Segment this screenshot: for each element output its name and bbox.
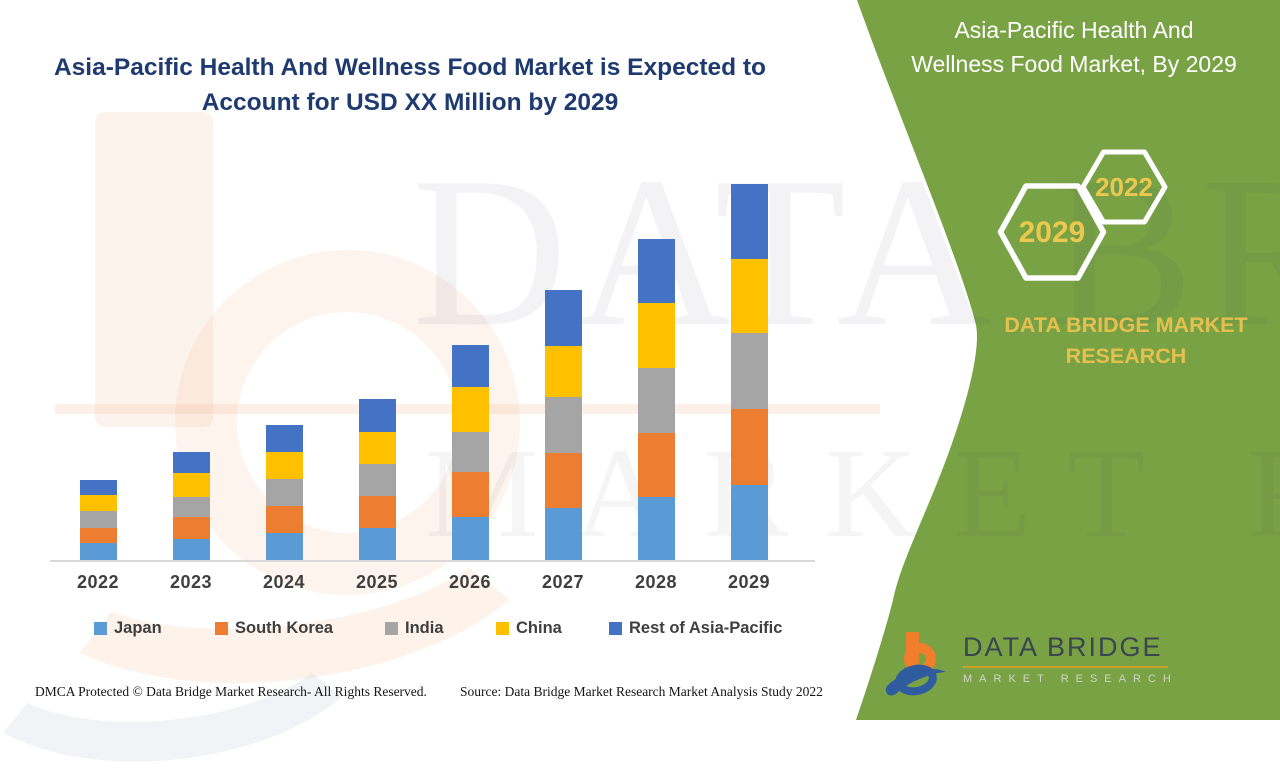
hexagon-badges: 2022 2029 [997,149,1168,281]
x-axis-label-2026: 2026 [448,572,492,592]
logo-wordmark: DATA BRIDGE [963,632,1163,662]
legend-swatch [385,622,398,635]
x-axis-label-2029: 2029 [727,572,771,592]
logo-subtitle: MARKET RESEARCH [963,673,1178,685]
bar-segment-japan [358,528,396,560]
legend-swatch [609,622,622,635]
bar-segment-rest-of-asia-pacific [172,452,210,473]
bar-2024 [265,425,303,560]
bar-segment-rest-of-asia-pacific [358,399,396,432]
bar-segment-rest-of-asia-pacific [79,480,117,495]
bar-segment-india [358,464,396,496]
sidebar-title-line1: Asia-Pacific Health And [954,17,1194,43]
bar-segment-india [451,432,489,472]
bar-2022 [79,480,117,560]
bar-segment-japan [637,497,675,560]
bar-segment-india [730,333,768,409]
bar-segment-india [544,397,582,453]
bar-segment-india [637,368,675,433]
bar-segment-japan [730,485,768,560]
bar-segment-china [358,432,396,464]
x-axis-labels: 2022 2023 2024 2025 2026 2027 2028 2029 [50,572,815,596]
bar-segment-india [79,511,117,528]
bar-segment-japan [265,533,303,560]
bar-2028 [637,239,675,560]
bar-2027 [544,290,582,560]
hexagon-2022 [1080,149,1168,225]
bar-2026 [451,345,489,560]
bar-segment-china [730,259,768,333]
bar-segment-south-korea [730,409,768,485]
bar-segment-india [172,497,210,517]
x-axis-label-2028: 2028 [634,572,678,592]
bar-segment-rest-of-asia-pacific [730,184,768,259]
page-title: Asia-Pacific Health And Wellness Food Ma… [40,50,780,120]
bar-segment-south-korea [79,528,117,543]
green-side-panel [856,0,1280,720]
bar-2029 [730,184,768,560]
bar-segment-south-korea [544,453,582,508]
legend-item-china: China [496,619,562,638]
bar-segment-south-korea [358,496,396,528]
hexagon-2029 [997,183,1107,281]
bar-segment-china [172,473,210,497]
brand-wordmark: DATA BRIDGE MARKET RESEARCH [1004,313,1248,368]
legend-item-india: India [385,619,444,638]
bar-segment-south-korea [265,506,303,533]
bar-segment-south-korea [451,472,489,517]
data-bridge-logo-text: DATA BRIDGE MARKET RESEARCH [963,632,1178,685]
bar-segment-china [544,346,582,397]
data-bridge-logo-icon [885,632,946,696]
legend-swatch [496,622,509,635]
sidebar-title-line2: Wellness Food Market, By 2029 [911,51,1237,77]
bar-segment-china [451,387,489,432]
logo-divider [963,666,1168,668]
legend: Japan South Korea India China Rest of Asia-P… [0,619,880,641]
data-bridge-logo: DATA BRIDGE MARKET RESEARCH [885,632,1178,700]
source-notice: Source: Data Bridge Market Research Mark… [460,684,823,699]
x-axis-label-2022: 2022 [76,572,120,592]
legend-swatch [215,622,228,635]
x-axis-label-2025: 2025 [355,572,399,592]
sidebar-title: Asia-Pacific Health And Wellness Food Ma… [878,13,1270,81]
legend-swatch [94,622,107,635]
bar-2023 [172,452,210,560]
legend-label: India [405,619,444,637]
plot-area [50,160,815,562]
legend-item-japan: Japan [94,619,162,638]
hexagon-2022-label: 2022 [1095,172,1153,202]
bar-segment-rest-of-asia-pacific [265,425,303,452]
bar-2025 [358,399,396,560]
legend-item-rest-of-asia-pacific: Rest of Asia-Pacific [609,619,782,638]
legend-label: Rest of Asia-Pacific [629,619,783,637]
bar-segment-rest-of-asia-pacific [451,345,489,387]
bar-segment-south-korea [637,433,675,497]
bar-segment-south-korea [172,517,210,539]
x-axis-label-2027: 2027 [541,572,585,592]
bar-segment-rest-of-asia-pacific [637,239,675,303]
bar-segment-japan [544,508,582,560]
bar-segment-china [79,495,117,511]
legend-label: Japan [114,619,162,637]
legend-item-south-korea: South Korea [215,619,333,638]
hexagon-2029-label: 2029 [1019,216,1086,249]
bar-segment-japan [79,543,117,560]
page-title-line2: Account for USD XX Million by 2029 [201,89,619,116]
bar-segment-japan [451,517,489,560]
bar-segment-china [637,303,675,368]
bar-segment-rest-of-asia-pacific [544,290,582,346]
bar-segment-china [265,452,303,479]
dmca-notice: DMCA Protected © Data Bridge Market Rese… [35,684,427,699]
legend-label: South Korea [235,619,334,637]
page-title-line1: Asia-Pacific Health And Wellness Food Ma… [53,54,767,81]
x-axis-label-2024: 2024 [262,572,306,592]
bar-segment-japan [172,539,210,560]
legend-label: China [516,619,562,637]
x-axis-label-2023: 2023 [169,572,213,592]
bar-segment-india [265,479,303,506]
